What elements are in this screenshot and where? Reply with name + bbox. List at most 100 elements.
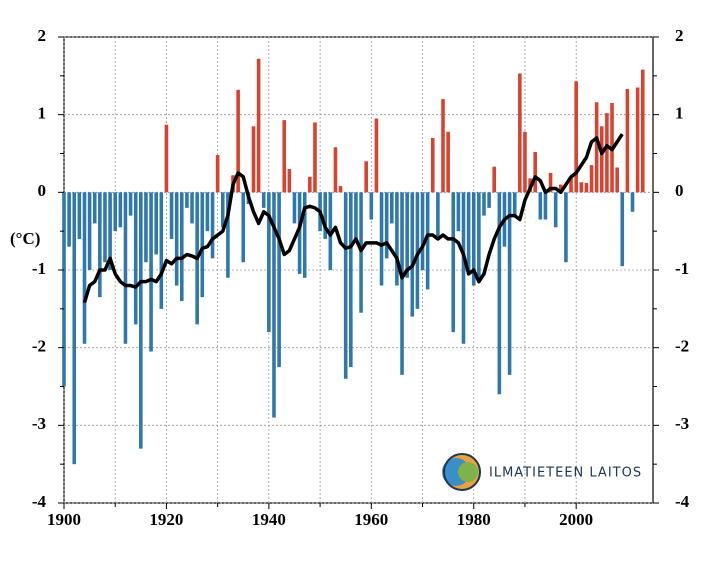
bar xyxy=(518,73,522,193)
bar xyxy=(538,192,543,220)
y-tick-label: 2 xyxy=(38,26,47,45)
bar xyxy=(328,192,333,270)
bar xyxy=(103,192,107,263)
bar xyxy=(630,192,635,212)
bar xyxy=(133,192,138,325)
bar xyxy=(185,192,189,208)
bar xyxy=(482,192,486,216)
bar xyxy=(128,192,133,216)
bar xyxy=(441,99,445,193)
bar xyxy=(349,192,353,368)
bar xyxy=(261,192,266,208)
bar xyxy=(456,192,461,232)
bar xyxy=(487,192,491,208)
bar xyxy=(615,167,619,193)
bar xyxy=(523,131,527,193)
bar xyxy=(420,192,425,270)
bar xyxy=(277,192,281,368)
bar xyxy=(226,192,230,278)
logo-icon xyxy=(458,462,478,482)
bar xyxy=(149,192,153,352)
bar xyxy=(512,192,517,216)
bars xyxy=(62,58,645,465)
bar xyxy=(507,192,512,375)
bar xyxy=(343,192,348,379)
bar xyxy=(67,192,71,247)
bar xyxy=(430,137,435,193)
bar xyxy=(533,151,537,193)
bar xyxy=(354,192,358,239)
bar xyxy=(241,192,246,263)
bar xyxy=(640,69,645,193)
bar xyxy=(77,192,82,239)
bar xyxy=(492,166,497,193)
bar xyxy=(599,126,604,193)
bar xyxy=(400,192,404,375)
bar xyxy=(297,192,302,274)
y2-tick-label: 2 xyxy=(675,26,684,45)
logo: ILMATIETEEN LAITOS xyxy=(442,453,642,491)
bar xyxy=(256,58,261,193)
y-tick-label: 1 xyxy=(38,104,47,123)
bar xyxy=(415,192,420,309)
bar xyxy=(98,192,102,298)
y2-tick-label: 0 xyxy=(675,181,684,200)
bar xyxy=(144,192,148,263)
bar xyxy=(620,192,625,267)
bar xyxy=(220,192,225,228)
bar xyxy=(559,184,563,193)
bar xyxy=(108,192,112,270)
bar xyxy=(323,192,328,239)
bar xyxy=(205,192,210,232)
bar xyxy=(436,192,440,239)
bar xyxy=(139,192,143,449)
bar xyxy=(605,113,609,193)
bar xyxy=(180,192,184,302)
y2-tick-label: -4 xyxy=(675,492,690,511)
bar xyxy=(579,182,584,193)
bar xyxy=(584,183,589,193)
bar xyxy=(251,126,256,193)
bar xyxy=(410,192,415,317)
bar xyxy=(564,192,568,263)
lines xyxy=(82,133,624,304)
bar xyxy=(451,192,456,333)
bar xyxy=(594,102,599,193)
bar xyxy=(338,186,343,193)
bar xyxy=(471,192,476,286)
bar xyxy=(123,192,128,344)
bar xyxy=(446,131,450,193)
bar xyxy=(200,192,205,298)
bar xyxy=(569,176,573,193)
y-tick-label: -4 xyxy=(32,492,47,511)
bar xyxy=(190,192,194,224)
bar xyxy=(272,192,276,418)
bar xyxy=(553,192,558,228)
bar xyxy=(477,192,481,278)
bar xyxy=(174,192,179,286)
y2-tick-label: -1 xyxy=(675,259,689,278)
bar xyxy=(497,192,502,395)
bar xyxy=(287,169,292,193)
x-tick-label: 1960 xyxy=(354,510,388,529)
logo-icon xyxy=(443,453,481,491)
bar xyxy=(169,192,174,239)
bar xyxy=(313,122,317,193)
bar xyxy=(369,192,374,220)
logo-text: ILMATIETEEN LAITOS xyxy=(489,466,642,481)
bar xyxy=(215,155,220,193)
bar xyxy=(359,192,363,313)
y-axis-label: (°C) xyxy=(10,229,40,248)
bar xyxy=(548,172,553,193)
y2-tick-label: -3 xyxy=(675,414,689,433)
bar xyxy=(159,192,164,309)
bar xyxy=(62,192,66,387)
y-tick-label: -3 xyxy=(32,414,46,433)
x-tick-label: 1940 xyxy=(252,510,286,529)
bar xyxy=(118,192,123,228)
bar xyxy=(543,192,548,220)
bar xyxy=(282,120,287,193)
bar xyxy=(267,192,271,333)
x-tick-label: 2000 xyxy=(559,510,593,529)
